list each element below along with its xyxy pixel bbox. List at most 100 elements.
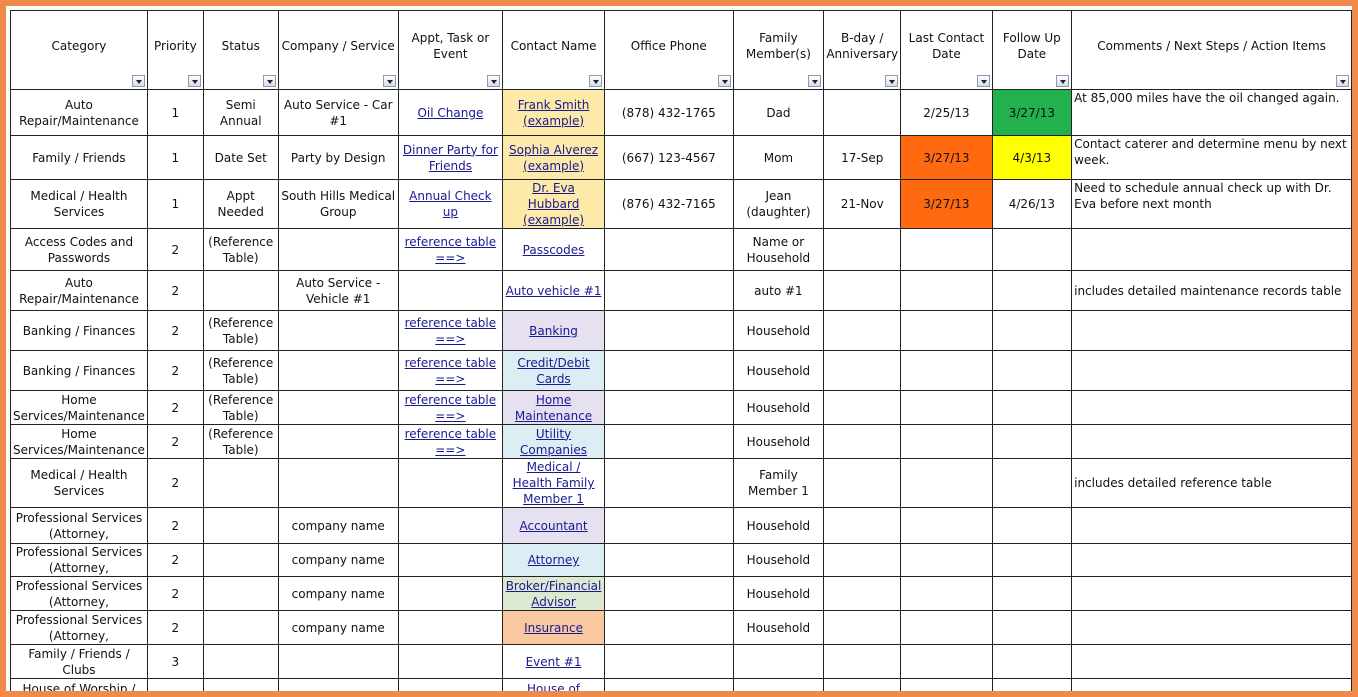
cell: 2 [146,350,204,391]
filter-dropdown[interactable] [976,75,990,87]
cell: Sophia Alverez (example) [502,135,606,180]
cell [202,644,279,679]
cell: South Hills Medical Group [277,179,399,229]
cell: Auto Service - Car #1 [277,89,399,136]
filter-dropdown[interactable] [487,75,501,87]
cell: Access Codes and Passwords [10,228,148,271]
cell: Professional Services (Attorney, [10,543,148,577]
cell-text: 3/27/13 [1008,105,1055,120]
cell: As needed [202,678,279,691]
cell: (Reference Table) [202,390,279,425]
cell: Auto Repair/Maintenance [10,89,148,136]
cell-text: Household [746,620,811,635]
cell-link[interactable]: Frank Smith (example) [517,97,590,128]
cell: 3/27/13 [991,89,1073,136]
column-header: Status [202,10,279,90]
cell-text: 2 [171,476,180,490]
cell: Utility Companies [502,424,606,459]
cell: Annual Check up [397,179,504,229]
cell [397,644,504,679]
filter-dropdown[interactable] [262,75,276,87]
cell-link[interactable]: Auto vehicle #1 [505,283,602,298]
cell-link[interactable]: Attorney [527,553,580,567]
cell-link[interactable]: Broker/Financial Advisor [505,578,602,609]
cell-text: 3/27/13 [923,197,970,211]
cell [277,424,399,459]
cell [900,576,993,611]
cell-link[interactable]: Dinner Party for Friends [402,142,498,173]
cell: Professional Services (Attorney, [10,507,148,544]
cell: Date Set [202,135,279,180]
cell-text: Auto Service - Vehicle #1 [296,275,381,306]
cell: Semi Annual [202,89,279,136]
cell: reference table ==> [397,310,504,351]
cell [1071,310,1352,351]
cell-link[interactable]: Dr. Eva Hubbard (example) [523,181,585,227]
cell: Home Services/Maintenance [10,424,148,459]
cell-link[interactable]: reference table ==> [404,234,497,265]
cell-text: 2 [171,323,180,338]
column-header: Category [10,10,148,90]
cell-link[interactable]: Event #1 [525,654,582,669]
table-row: Professional Services (Attorney, 2 company… [10,576,1352,611]
cell [604,610,734,645]
cell-text: 2 [171,518,180,533]
filter-dropdown[interactable] [717,75,731,87]
cell-link[interactable]: Sophia Alverez (example) [509,142,599,173]
filter-dropdown[interactable] [885,75,899,87]
cell [823,507,902,544]
cell: Household [732,610,825,645]
cell-text: company name [291,518,385,533]
filter-dropdown[interactable] [1336,75,1349,87]
cell-link[interactable]: Banking [529,323,578,338]
cell-link[interactable]: reference table ==> [404,315,497,346]
cell [397,543,504,577]
filter-dropdown[interactable] [187,75,201,87]
cell-text: Family / Friends / Clubs [28,646,130,677]
cell-link[interactable]: Credit/Debit Cards [517,355,590,386]
cell-text: Auto Service - Car #1 [283,97,393,128]
cell-text: includes detailed reference table [1074,476,1272,490]
cell-link[interactable]: reference table ==> [404,392,497,423]
cell [277,310,399,351]
cell-text: 2 [171,586,180,601]
cell-link[interactable]: Passcodes [522,242,585,257]
cell-link[interactable]: Utility Companies [520,426,588,457]
cell-link[interactable]: Annual Check up [409,189,492,219]
cell-link[interactable]: Accountant [519,518,588,533]
cell [604,678,734,691]
cell-link[interactable]: reference table ==> [404,355,497,386]
cell: Auto vehicle #1 [502,270,606,311]
filter-dropdown[interactable] [808,75,822,87]
cell-text: Banking / Finances [22,323,136,338]
cell: Household [732,543,825,577]
cell-text: 3 [171,654,180,669]
column-title: B-day / Anniversary [826,31,899,61]
cell [823,678,902,691]
cell [991,507,1073,544]
cell: 21-Nov [823,179,902,229]
cell-link[interactable]: House of Worship (Enter [527,682,581,691]
cell: 3 [146,644,204,679]
cell-text: Household [746,553,811,567]
cell: House of Worship (Enter [502,678,606,691]
cell-link[interactable]: reference table ==> [404,426,497,457]
cell-text: (667) 123-4567 [621,150,716,165]
cell [900,610,993,645]
filter-dropdown[interactable] [589,75,603,87]
filter-dropdown[interactable] [382,75,396,87]
cell-link[interactable]: Oil Change [417,105,484,120]
cell [202,270,279,311]
filter-dropdown[interactable] [1056,75,1070,87]
cell [1071,424,1352,459]
cell-link[interactable]: Insurance [524,620,583,635]
cell: 3/27/13 [900,179,993,229]
cell-link[interactable]: Medical / Health Family Member 1 [512,460,595,506]
cell: At 85,000 miles have the oil changed aga… [1071,89,1352,136]
filter-dropdown[interactable] [131,75,145,87]
cell-link[interactable]: Home Maintenance [514,392,593,423]
cell [397,507,504,544]
cell-text: Date Set [214,150,267,165]
cell-text: House of Worship / Religion [22,682,136,691]
cell [202,543,279,577]
